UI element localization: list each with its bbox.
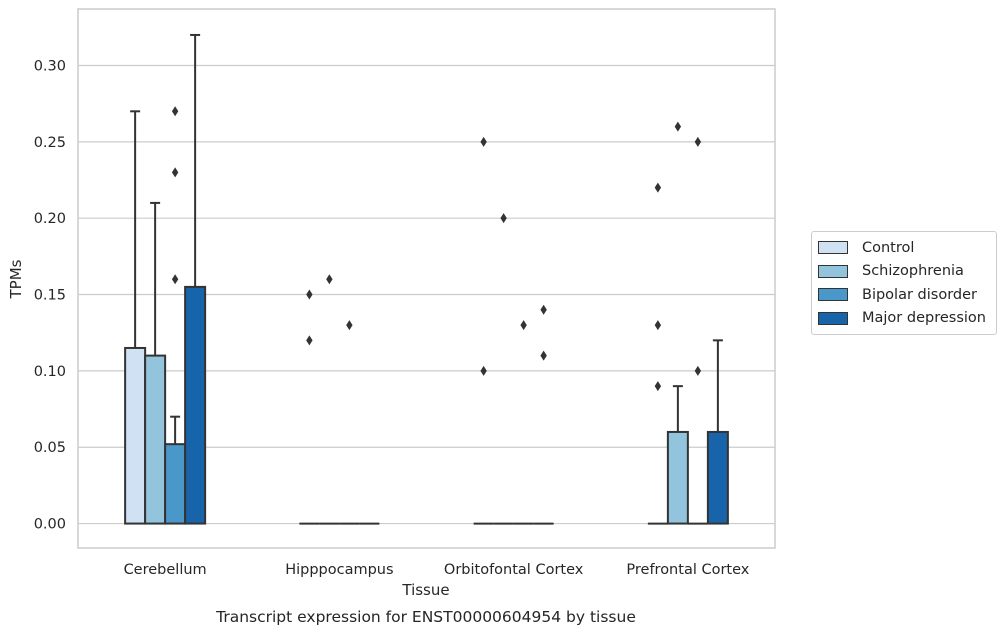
outlier-point xyxy=(306,289,313,300)
bar xyxy=(666,430,689,525)
outlier-point xyxy=(500,213,507,224)
y-tick-labels: 0.00 0.05 0.10 0.15 0.20 0.25 0.30 xyxy=(34,58,66,532)
y-tick-label: 0.25 xyxy=(34,135,66,151)
x-tick-label: Cerebellum xyxy=(124,562,207,578)
legend-swatch xyxy=(818,264,848,278)
bar xyxy=(124,346,147,525)
bar xyxy=(706,430,729,525)
y-tick-label: 0.00 xyxy=(34,517,66,533)
legend-label: Control xyxy=(862,239,915,256)
legend-swatch xyxy=(818,288,848,302)
outlier-point xyxy=(326,274,333,285)
legend-item: Major depression xyxy=(812,307,996,331)
legend-item: Control xyxy=(812,236,996,260)
outlier-point xyxy=(674,121,682,132)
y-tick-label: 0.05 xyxy=(34,440,66,456)
outlier-point xyxy=(171,106,179,117)
legend-swatch xyxy=(818,241,848,255)
outliers-layer xyxy=(171,106,702,392)
outlier-point xyxy=(520,320,527,331)
outlier-point xyxy=(540,350,547,361)
y-axis-label: TPMs xyxy=(7,259,25,299)
outlier-point xyxy=(306,335,313,346)
outlier-point xyxy=(654,381,662,392)
outlier-point xyxy=(540,304,547,315)
bar xyxy=(164,443,187,525)
outlier-point xyxy=(171,274,179,285)
chart-title: Transcript expression for ENST0000060495… xyxy=(215,608,636,626)
outlier-point xyxy=(654,182,662,193)
legend-label: Bipolar disorder xyxy=(862,286,977,303)
bar xyxy=(144,354,167,525)
legend-label: Major depression xyxy=(862,310,986,327)
outlier-point xyxy=(654,320,662,331)
bars-layer xyxy=(124,285,729,525)
x-tick-label: Prefrontal Cortex xyxy=(626,562,749,578)
outlier-point xyxy=(480,136,487,147)
outlier-point xyxy=(346,320,353,331)
legend-swatch xyxy=(818,311,848,325)
legend-label: Schizophrenia xyxy=(862,263,964,280)
legend-item: Bipolar disorder xyxy=(812,283,996,307)
x-axis-label: Tissue xyxy=(401,581,449,599)
legend: Control Schizophrenia Bipolar disorder Majo… xyxy=(811,231,997,335)
plot-frame xyxy=(77,8,776,549)
y-tick-label: 0.15 xyxy=(34,288,66,304)
legend-item: Schizophrenia xyxy=(812,260,996,284)
y-tick-label: 0.20 xyxy=(34,211,66,227)
y-tick-label: 0.10 xyxy=(34,364,66,380)
outlier-point xyxy=(694,136,702,147)
bar xyxy=(184,285,207,525)
outlier-point xyxy=(694,365,702,376)
error-bars-layer xyxy=(130,33,723,445)
x-tick-label: Hipppocampus xyxy=(285,562,393,578)
outlier-point xyxy=(171,167,179,178)
y-tick-label: 0.30 xyxy=(34,58,66,74)
outlier-point xyxy=(480,365,487,376)
x-tick-labels: Cerebellum Hipppocampus Orbitofontal Corte… xyxy=(124,562,750,578)
x-tick-label: Orbitofontal Cortex xyxy=(444,562,584,578)
